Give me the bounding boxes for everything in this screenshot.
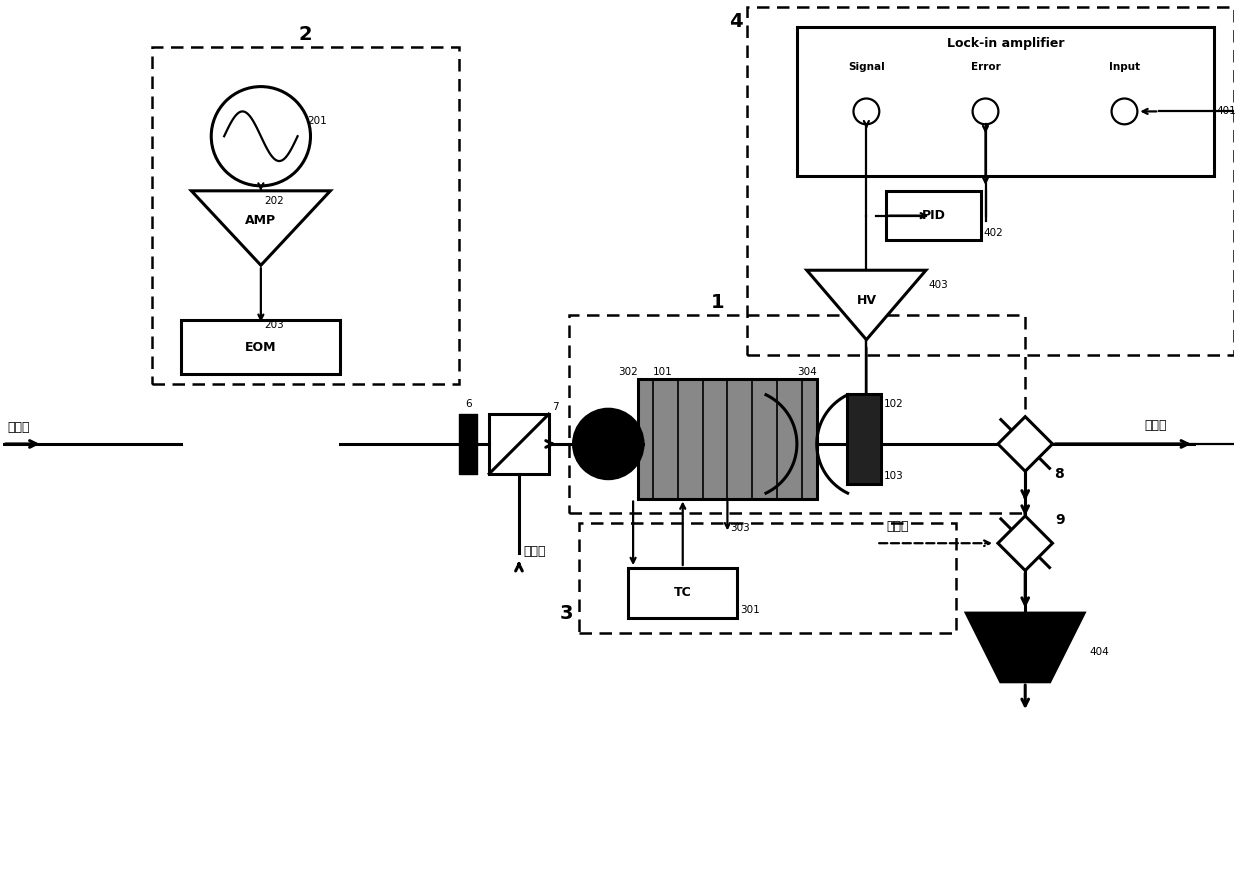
Text: 8: 8	[1054, 468, 1064, 482]
Text: 4: 4	[729, 12, 743, 31]
Text: EOM: EOM	[246, 341, 277, 354]
Bar	[629, 568, 738, 618]
Text: 模拟光: 模拟光	[523, 545, 546, 558]
Text: 202: 202	[264, 196, 284, 205]
Text: 304: 304	[797, 367, 817, 378]
Text: 7: 7	[552, 402, 558, 413]
Bar	[887, 191, 981, 240]
Polygon shape	[966, 613, 1085, 683]
Text: 203: 203	[264, 320, 284, 329]
Text: Signal: Signal	[848, 62, 885, 72]
Circle shape	[574, 409, 644, 479]
Text: HV: HV	[857, 294, 877, 307]
Text: 302: 302	[619, 367, 637, 378]
Bar	[489, 414, 549, 474]
Text: PID: PID	[921, 209, 945, 222]
Text: TC: TC	[673, 586, 692, 600]
Text: 102: 102	[884, 399, 904, 409]
Text: 压缩光: 压缩光	[887, 520, 909, 533]
Bar	[151, 47, 459, 385]
Text: 301: 301	[740, 605, 760, 614]
Text: 1: 1	[711, 293, 724, 312]
Text: AMP: AMP	[246, 213, 277, 226]
Polygon shape	[807, 270, 926, 340]
Text: 303: 303	[730, 524, 750, 533]
Text: 402: 402	[983, 228, 1003, 239]
Text: 401: 401	[1216, 107, 1236, 116]
Bar	[639, 379, 817, 498]
Text: Lock-in amplifier: Lock-in amplifier	[946, 37, 1064, 50]
Bar	[847, 394, 882, 483]
Bar	[748, 7, 1234, 355]
Text: Error: Error	[971, 62, 1001, 72]
Text: 9: 9	[1055, 513, 1065, 527]
Bar	[579, 524, 956, 633]
Text: 404: 404	[1090, 648, 1110, 657]
Polygon shape	[998, 417, 1053, 471]
Polygon shape	[998, 516, 1053, 571]
Text: 6: 6	[465, 399, 471, 409]
Text: 403: 403	[929, 281, 949, 290]
Text: 103: 103	[884, 471, 904, 481]
Text: 201: 201	[308, 116, 327, 127]
Text: 2: 2	[299, 25, 312, 44]
Text: Input: Input	[1109, 62, 1140, 72]
Text: 泅浦光: 泅浦光	[1145, 419, 1167, 432]
Bar	[569, 315, 1025, 513]
Text: 3: 3	[560, 604, 574, 622]
Text: 辅助光: 辅助光	[7, 421, 30, 434]
Bar	[797, 27, 1214, 176]
Bar	[181, 320, 340, 374]
Text: 101: 101	[653, 367, 673, 378]
